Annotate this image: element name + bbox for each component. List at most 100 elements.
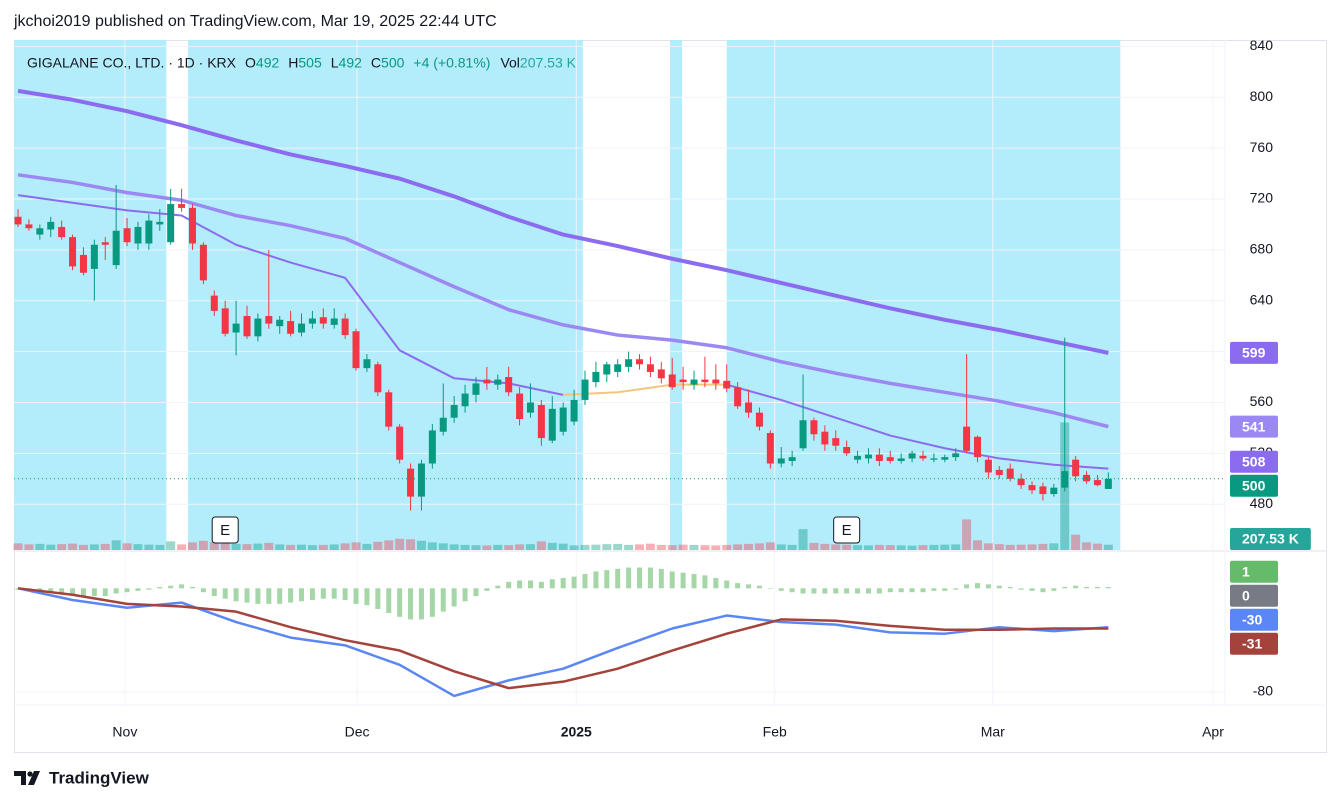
volume-bar [504,545,514,550]
volume-bar [809,542,819,550]
volume-bar [1071,534,1081,550]
volume-bar [700,545,710,550]
volume-bar [711,545,721,550]
volume-bar [1049,543,1059,550]
macd-histogram-bar [102,588,108,597]
volume-bar [253,543,263,550]
macd-histogram-bar [157,587,163,589]
volume-bar [318,544,328,550]
legend-key: L [331,55,339,71]
macd-histogram-bar [320,588,326,599]
x-tick-label: Nov [112,724,137,740]
candle-body [505,377,513,393]
volume-bar [198,540,208,550]
macd-histogram-bar [200,588,206,593]
macd-histogram-bar [364,588,370,606]
candle-body [1028,485,1036,491]
volume-bar [155,544,165,550]
volume-bar [831,544,841,550]
price-tag-bg [1230,632,1278,655]
price-tag-label: -31 [1242,635,1262,651]
candle-body [14,216,22,225]
candle-body [516,393,524,420]
brand-logo [14,771,40,785]
volume-bar [122,543,132,550]
macd-histogram-bar [778,588,784,591]
volume-bar [1038,543,1048,550]
macd-histogram-bar [429,588,435,617]
candle-body [952,453,960,458]
macd-histogram-bar [767,588,773,589]
macd-histogram-bar [898,588,904,593]
volume-bar [536,541,546,550]
volume-bar [264,542,274,550]
y-tick-label: 800 [1250,88,1274,104]
event-marker [833,516,861,544]
volume-bar [35,543,45,550]
price-tag-label: 207.53 K [1242,531,1299,547]
price-tag-bg [1230,560,1278,583]
macd-histogram-bar [168,585,174,589]
candle-body [47,221,55,230]
price-tag-bg [1230,450,1278,473]
volume-bar [406,539,416,550]
volume-bar [329,544,339,550]
macd-histogram-bar [113,588,119,594]
candle-body [1039,486,1047,495]
candle-body [864,454,872,459]
volume-bar [395,538,405,550]
volume-bar [1082,542,1092,550]
candle-body [810,420,818,435]
candle-body [799,420,807,449]
candle-body [984,459,992,473]
logo-dot [27,771,33,777]
candle-body [243,315,251,337]
macd-histogram-bar [964,584,970,589]
macd-histogram-bar [560,577,566,589]
volume-bar [863,545,873,550]
volume-bar [765,542,775,550]
x-tick-label: Feb [763,724,787,740]
volume-bar [613,543,623,550]
legend-key: C [371,55,381,71]
candle-body [1072,459,1080,477]
volume-bar [787,544,797,550]
macd-histogram-bar [615,568,621,589]
candle-body [472,383,480,395]
candle-body [548,408,556,441]
volume-bar [46,544,56,550]
volume-bar [667,545,677,550]
macd-histogram-bar [222,588,228,599]
macd-histogram-bar [626,567,632,589]
price-tag: 0 [1230,584,1278,607]
macd-histogram-bar [1029,588,1035,591]
candle-body [254,318,262,337]
volume-bar [951,544,961,550]
candle-body [690,379,698,385]
volume-bar [591,544,601,550]
volume-bar [166,541,176,550]
macd-histogram-bar [1073,585,1079,589]
macd-histogram-bar [179,584,185,589]
volume-bar [460,544,470,550]
macd-histogram-bar [647,567,653,589]
volume-bar [776,544,786,550]
candle-body [537,405,545,439]
macd-histogram-bar [713,577,719,589]
volume-bar [438,543,448,550]
macd-histogram-bar [702,575,708,589]
plot-layer: 480520560600640680720760800840-80NovDec2… [13,37,1327,740]
candle-body [679,379,687,383]
candle-body [407,468,415,497]
macd-histogram-bar [865,588,871,594]
candle-body [308,318,316,324]
y-tick-label: -80 [1253,683,1273,699]
candle-body [134,226,142,244]
price-tag-label: 1 [1242,563,1250,579]
macd-histogram-bar [517,580,523,589]
macd-histogram-bar [931,588,937,591]
volume-bar [177,544,187,550]
candle-body [450,405,458,418]
volume-bar [645,543,655,550]
candle-body [1006,468,1014,479]
